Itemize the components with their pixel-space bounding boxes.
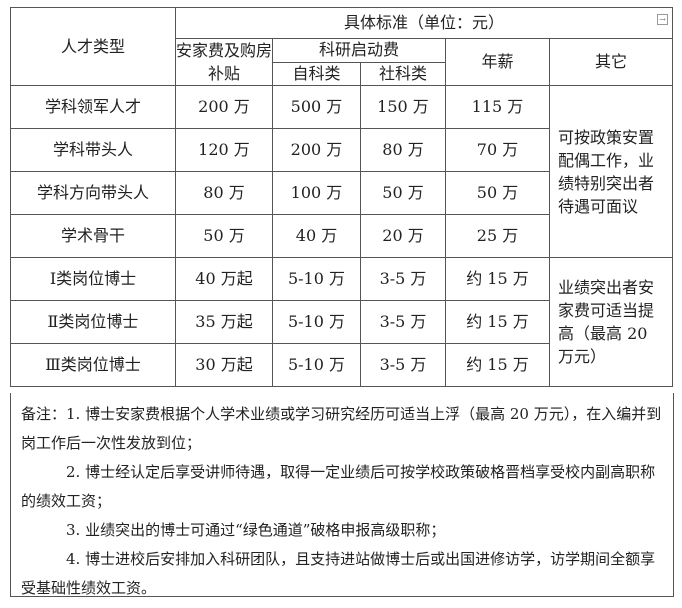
cell-science: 5-10 万 [272, 257, 361, 301]
cell-type: 学科带头人 [10, 128, 176, 172]
cell-social: 50 万 [360, 171, 446, 215]
cell-other: 可按政策安置配偶工作，业绩特别突出者待遇可面议 [549, 85, 673, 258]
cell-social: 20 万 [360, 214, 446, 258]
cell-housing: 200 万 [175, 85, 273, 129]
cell-social: 3-5 万 [360, 257, 446, 301]
cell-salary: 约 15 万 [445, 300, 550, 344]
expand-icon[interactable]: → [657, 14, 668, 25]
table-row: 学科带头人 120 万 200 万 80 万 70 万 [10, 128, 673, 172]
cell-housing: 35 万起 [175, 300, 273, 344]
cell-type: Ⅲ类岗位博士 [10, 343, 176, 387]
cell-housing: 80 万 [175, 171, 273, 215]
cell-salary: 115 万 [445, 85, 550, 129]
header-research: 科研启动费 [272, 38, 446, 63]
cell-type: Ⅰ类岗位博士 [10, 257, 176, 301]
cell-type: 学科领军人才 [10, 85, 176, 129]
cell-science: 100 万 [272, 171, 361, 215]
cell-science: 40 万 [272, 214, 361, 258]
table-row: 学科领军人才 200 万 500 万 150 万 115 万可按政策安置配偶工作，业绩特… [10, 85, 673, 258]
cell-social: 150 万 [360, 85, 446, 129]
header-other: 其它 [549, 38, 673, 86]
notes-box: 备注：1. 博士安家费根据个人学术业绩或学习研究经历可适当上浮（最高 20 万元… [10, 393, 674, 597]
cell-type: Ⅱ类岗位博士 [10, 300, 176, 344]
header-science: 自科类 [272, 61, 361, 86]
note-4: 4. 博士进校后安排加入科研团队，且支持进站做博士后或出国进修访学，访学期间全额… [21, 550, 656, 597]
cell-science: 500 万 [272, 85, 361, 129]
cell-salary: 约 15 万 [445, 257, 550, 301]
talent-table: 人才类型 具体标准（单位：元） 安家费及购房补贴 科研启动费 年薪 其它 自科类… [10, 7, 673, 387]
cell-type: 学科方向带头人 [10, 171, 176, 215]
cell-housing: 120 万 [175, 128, 273, 172]
header-housing: 安家费及购房补贴 [175, 38, 273, 86]
cell-social: 3-5 万 [360, 343, 446, 387]
cell-salary: 70 万 [445, 128, 550, 172]
cell-science: 5-10 万 [272, 300, 361, 344]
cell-salary: 约 15 万 [445, 343, 550, 387]
note-1: 备注：1. 博士安家费根据个人学术业绩或学习研究经历可适当上浮（最高 20 万元… [21, 405, 662, 452]
note-2: 2. 博士经认定后享受讲师待遇，取得一定业绩后可按学校政策破格晋档享受校内副高职… [21, 463, 656, 510]
header-talent-type: 人才类型 [10, 7, 176, 86]
cell-salary: 50 万 [445, 171, 550, 215]
header-social: 社科类 [360, 61, 446, 86]
cell-type: 学术骨干 [10, 214, 176, 258]
cell-other: 业绩突出者安家费可适当提高（最高 20 万元） [549, 257, 673, 387]
cell-social: 3-5 万 [360, 300, 446, 344]
cell-science: 200 万 [272, 128, 361, 172]
cell-social: 80 万 [360, 128, 446, 172]
cell-housing: 30 万起 [175, 343, 273, 387]
table-row: Ⅲ类岗位博士 30 万起 5-10 万 3-5 万约 15 万 [10, 343, 673, 387]
table-row: Ⅱ类岗位博士 35 万起 5-10 万 3-5 万约 15 万 [10, 300, 673, 344]
table-row: 学术骨干 50 万 40 万 20 万 25 万 [10, 214, 673, 258]
cell-salary: 25 万 [445, 214, 550, 258]
table-row: 学科方向带头人 80 万 100 万 50 万 50 万 [10, 171, 673, 215]
note-3: 3. 业绩突出的博士可通过“绿色通道”破格申报高级职称； [66, 521, 446, 539]
cell-housing: 50 万 [175, 214, 273, 258]
cell-housing: 40 万起 [175, 257, 273, 301]
cell-science: 5-10 万 [272, 343, 361, 387]
header-salary: 年薪 [445, 38, 550, 86]
header-standard: 具体标准（单位：元） [175, 7, 673, 39]
table-row: Ⅰ类岗位博士 40 万起 5-10 万 3-5 万约 15 万业绩突出者安家费可适当提… [10, 257, 673, 387]
